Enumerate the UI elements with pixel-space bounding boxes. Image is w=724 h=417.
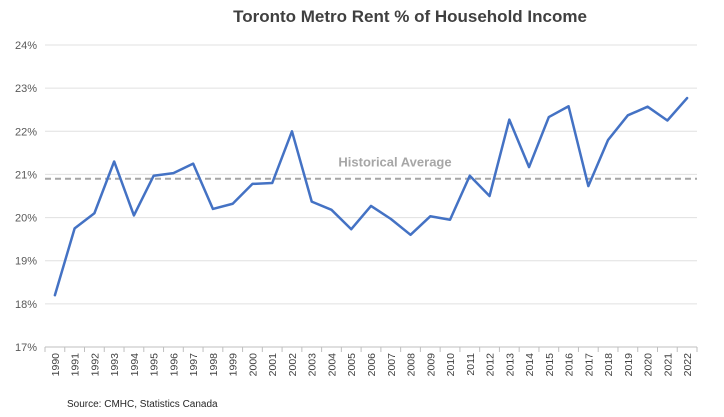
- x-tick-label: 1996: [168, 353, 180, 377]
- x-tick-label: 1997: [188, 353, 200, 377]
- x-tick-label: 1998: [208, 353, 220, 377]
- source-note: Source: CMHC, Statistics Canada: [67, 399, 218, 410]
- x-tick-label: 1992: [89, 353, 101, 377]
- x-tick-label: 2016: [564, 353, 576, 377]
- x-tick-label: 2006: [366, 353, 378, 377]
- x-axis-ticks: 1990 1991 1992 1993 1994 1995 1996 1997 1998 1999…: [44, 347, 698, 377]
- y-tick-label: 20%: [15, 213, 37, 225]
- x-tick-label: 2022: [682, 353, 694, 377]
- x-tick-label: 2008: [406, 353, 418, 377]
- x-tick-label: 2015: [544, 353, 556, 377]
- series-group: [53, 96, 689, 297]
- y-tick-label: 19%: [15, 256, 37, 268]
- reference-line-group: Historical Average: [45, 155, 697, 180]
- x-tick-label: 2009: [425, 353, 437, 377]
- x-tick-label: 2000: [247, 353, 259, 377]
- y-tick-label: 22%: [15, 126, 37, 138]
- x-tick-label: 2013: [504, 353, 516, 377]
- x-tick-label: 1999: [228, 353, 240, 377]
- x-tick-label: 2012: [485, 353, 497, 377]
- x-tick-label: 1990: [50, 353, 62, 377]
- x-tick-label: 1995: [149, 353, 161, 377]
- x-tick-label: 1994: [129, 353, 141, 377]
- y-tick-label: 24%: [15, 40, 37, 52]
- x-tick-label: 2002: [287, 353, 299, 377]
- x-tick-label: 2005: [346, 353, 358, 377]
- historical-average-label: Historical Average: [338, 155, 451, 170]
- x-tick-label: 2019: [623, 353, 635, 377]
- x-tick-label: 2001: [267, 353, 279, 377]
- x-tick-label: 2010: [445, 353, 457, 377]
- x-tick-label: 2004: [326, 353, 338, 377]
- x-tick-label: 2021: [662, 353, 674, 377]
- x-tick-label: 2018: [603, 353, 615, 377]
- y-axis-ticks: 17% 18% 19% 20% 21% 22% 23% 24%: [15, 40, 37, 354]
- x-tick-label: 2020: [643, 353, 655, 377]
- chart-title: Toronto Metro Rent % of Household Income: [233, 7, 587, 26]
- y-tick-label: 18%: [15, 299, 37, 311]
- y-tick-label: 17%: [15, 342, 37, 354]
- x-tick-label: 2007: [386, 353, 398, 377]
- series-line: [53, 96, 689, 297]
- x-tick-label: 2003: [307, 353, 319, 377]
- y-tick-label: 21%: [15, 169, 37, 181]
- x-tick-label: 1993: [109, 353, 121, 377]
- x-tick-label: 1991: [70, 353, 82, 377]
- x-tick-label: 2011: [465, 353, 477, 376]
- x-tick-label: 2014: [524, 353, 536, 377]
- gridlines: [45, 44, 697, 348]
- x-tick-label: 2017: [583, 353, 595, 377]
- y-tick-label: 23%: [15, 83, 37, 95]
